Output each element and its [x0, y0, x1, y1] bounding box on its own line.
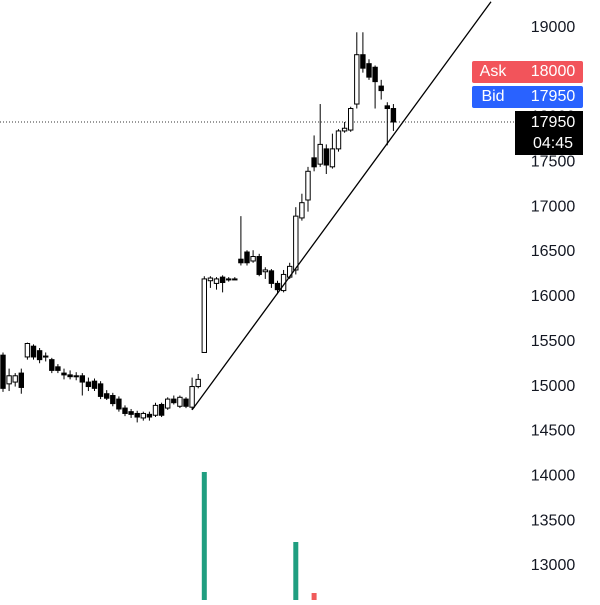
candle-body — [177, 396, 183, 407]
candle-body — [171, 398, 177, 404]
candle-body — [390, 108, 397, 123]
y-tick-label: 19000 — [531, 19, 576, 36]
candle-body — [384, 105, 391, 110]
candle-body — [18, 372, 25, 388]
candle-body — [73, 375, 79, 378]
candle-body — [140, 412, 147, 419]
candle-body — [299, 202, 305, 219]
plot-area — [0, 1, 515, 600]
bid-value: 17950 — [531, 88, 576, 105]
candle-body — [232, 278, 238, 281]
candle-body — [354, 54, 360, 105]
candle-body — [293, 215, 299, 271]
y-tick-label: 14500 — [531, 423, 576, 440]
trendline — [191, 1, 492, 411]
candle-body — [30, 345, 37, 358]
y-tick-label: 15500 — [531, 333, 576, 350]
ask-label: Ask — [480, 63, 508, 80]
candle-body — [85, 381, 92, 388]
candle-body — [317, 143, 323, 165]
y-tick-label: 17000 — [531, 198, 576, 215]
candle-body — [305, 170, 311, 201]
candle-body — [67, 374, 73, 378]
volume-bar — [293, 542, 299, 600]
bid-tag — [472, 86, 583, 108]
candle-body — [201, 278, 208, 353]
candle-body — [250, 256, 256, 262]
candle-body — [189, 386, 195, 408]
candle-body — [55, 366, 61, 371]
candle-body — [226, 278, 232, 281]
volume-bar — [201, 472, 207, 600]
candle-body — [36, 350, 43, 361]
candle-body — [79, 375, 85, 383]
candle-body — [378, 85, 384, 92]
candle-body — [158, 403, 165, 416]
ask-tag — [472, 61, 583, 83]
candle-body — [262, 269, 269, 273]
y-tick-label: 13500 — [531, 512, 576, 529]
candle-body — [329, 148, 336, 168]
y-tick-label: 13000 — [531, 557, 576, 574]
candle-body — [49, 359, 55, 371]
candle-body — [341, 127, 348, 132]
candle-body — [360, 54, 366, 69]
volume-bar — [311, 593, 317, 600]
candle-body — [134, 412, 140, 418]
candle-body — [348, 108, 354, 131]
candle-body — [165, 398, 171, 409]
candle-body — [43, 355, 49, 358]
last-price-value: 17950 — [531, 114, 576, 131]
candle-body — [256, 256, 262, 275]
candle-body — [213, 278, 220, 284]
candle-body — [146, 413, 153, 418]
candle-body — [97, 383, 104, 397]
candle-body — [122, 407, 128, 414]
countdown: 04:45 — [533, 135, 573, 152]
candle-body — [104, 393, 110, 399]
candle-body — [110, 395, 116, 405]
candle-body — [61, 372, 67, 376]
bid-label: Bid — [481, 88, 504, 105]
candle-body — [238, 258, 244, 264]
candle-body — [244, 251, 250, 264]
price-axis: 13000 13500 14000 14500 15000 15500 16000 16500… — [472, 19, 583, 574]
candle-body — [268, 270, 275, 284]
candle-body — [366, 63, 372, 78]
candle-body — [24, 342, 31, 358]
candle-body — [219, 276, 226, 284]
candle-body — [0, 354, 6, 389]
candle-body — [6, 375, 12, 385]
candle-body — [372, 66, 378, 83]
candle-body — [207, 277, 214, 282]
candle-body — [195, 378, 201, 388]
candle-body — [91, 380, 98, 389]
candle-body — [128, 411, 134, 415]
candle-body — [274, 282, 281, 291]
ask-value: 18000 — [531, 63, 576, 80]
candle-body — [116, 398, 122, 410]
candle-body — [12, 375, 18, 383]
candle-body — [335, 130, 342, 150]
y-tick-label: 16500 — [531, 243, 576, 260]
candle-body — [152, 404, 159, 416]
y-tick-label: 17500 — [531, 154, 576, 171]
candle-body — [183, 398, 189, 407]
y-tick-label: 14000 — [531, 467, 576, 484]
y-tick-label: 16000 — [531, 288, 576, 305]
candle-body — [311, 157, 317, 168]
last-price-tag — [515, 111, 583, 155]
candle-body — [323, 148, 330, 166]
y-tick-label: 15000 — [531, 378, 576, 395]
